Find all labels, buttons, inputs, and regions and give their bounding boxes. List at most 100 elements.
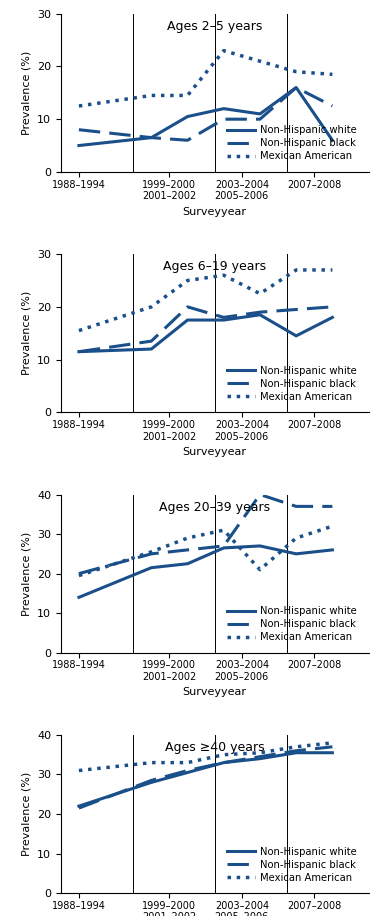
Non-Hispanic black bbox=[149, 549, 154, 560]
Mexican American bbox=[330, 69, 335, 80]
Non-Hispanic black bbox=[258, 751, 262, 762]
Y-axis label: Prevalence (%): Prevalence (%) bbox=[21, 772, 32, 856]
Line: Mexican American: Mexican American bbox=[79, 270, 332, 331]
Non-Hispanic white bbox=[149, 132, 154, 143]
Non-Hispanic black bbox=[185, 544, 190, 555]
Non-Hispanic white bbox=[222, 542, 226, 553]
Non-Hispanic white bbox=[77, 801, 81, 812]
Non-Hispanic black bbox=[149, 132, 154, 143]
Y-axis label: Prevalence (%): Prevalence (%) bbox=[21, 291, 32, 376]
Non-Hispanic white bbox=[294, 747, 298, 758]
Mexican American bbox=[185, 758, 190, 769]
Non-Hispanic white bbox=[330, 544, 335, 555]
Line: Mexican American: Mexican American bbox=[79, 526, 332, 575]
Non-Hispanic white bbox=[185, 767, 190, 778]
Non-Hispanic black bbox=[294, 746, 298, 757]
Y-axis label: Prevalence (%): Prevalence (%) bbox=[21, 531, 32, 616]
Non-Hispanic white bbox=[185, 111, 190, 122]
Non-Hispanic black bbox=[258, 489, 262, 500]
Non-Hispanic white bbox=[77, 140, 81, 151]
Mexican American bbox=[222, 525, 226, 536]
Legend: Non-Hispanic white, Non-Hispanic black, Mexican American: Non-Hispanic white, Non-Hispanic black, … bbox=[223, 121, 361, 165]
Non-Hispanic white bbox=[258, 108, 262, 119]
X-axis label: Surveyyear: Surveyyear bbox=[183, 688, 247, 697]
Non-Hispanic white bbox=[222, 314, 226, 325]
Line: Mexican American: Mexican American bbox=[79, 50, 332, 106]
Mexican American bbox=[222, 45, 226, 56]
Mexican American bbox=[294, 532, 298, 543]
Mexican American bbox=[330, 265, 335, 276]
Mexican American bbox=[222, 749, 226, 760]
Non-Hispanic black bbox=[330, 301, 335, 312]
Line: Mexican American: Mexican American bbox=[79, 743, 332, 770]
Text: Ages 2–5 years: Ages 2–5 years bbox=[167, 20, 262, 33]
Non-Hispanic white bbox=[330, 312, 335, 323]
Mexican American bbox=[294, 741, 298, 752]
Non-Hispanic white bbox=[330, 747, 335, 758]
Text: Ages 6–19 years: Ages 6–19 years bbox=[163, 260, 266, 274]
Non-Hispanic black bbox=[330, 501, 335, 512]
Non-Hispanic white bbox=[294, 331, 298, 342]
Non-Hispanic white bbox=[294, 549, 298, 560]
Non-Hispanic black bbox=[185, 765, 190, 776]
Line: Non-Hispanic white: Non-Hispanic white bbox=[79, 315, 332, 352]
Non-Hispanic white bbox=[149, 562, 154, 573]
Non-Hispanic black bbox=[294, 304, 298, 315]
Legend: Non-Hispanic white, Non-Hispanic black, Mexican American: Non-Hispanic white, Non-Hispanic black, … bbox=[223, 602, 361, 646]
Line: Non-Hispanic black: Non-Hispanic black bbox=[79, 747, 332, 808]
Non-Hispanic white bbox=[258, 540, 262, 551]
Non-Hispanic black bbox=[149, 775, 154, 786]
Non-Hispanic black bbox=[185, 135, 190, 146]
Non-Hispanic white bbox=[294, 82, 298, 93]
Non-Hispanic white bbox=[330, 135, 335, 146]
Non-Hispanic black bbox=[294, 82, 298, 93]
Mexican American bbox=[294, 265, 298, 276]
Line: Non-Hispanic white: Non-Hispanic white bbox=[79, 546, 332, 597]
Mexican American bbox=[258, 747, 262, 758]
Legend: Non-Hispanic white, Non-Hispanic black, Mexican American: Non-Hispanic white, Non-Hispanic black, … bbox=[223, 362, 361, 406]
Mexican American bbox=[77, 570, 81, 581]
Mexican American bbox=[330, 520, 335, 531]
Mexican American bbox=[77, 765, 81, 776]
Non-Hispanic white bbox=[258, 310, 262, 321]
Non-Hispanic white bbox=[185, 558, 190, 569]
X-axis label: Surveyyear: Surveyyear bbox=[183, 447, 247, 457]
Non-Hispanic black bbox=[185, 301, 190, 312]
Non-Hispanic white bbox=[258, 753, 262, 764]
Line: Non-Hispanic black: Non-Hispanic black bbox=[79, 307, 332, 352]
Non-Hispanic black bbox=[222, 758, 226, 769]
Line: Non-Hispanic black: Non-Hispanic black bbox=[79, 495, 332, 573]
Text: Ages ≥40 years: Ages ≥40 years bbox=[165, 741, 264, 754]
Mexican American bbox=[258, 56, 262, 67]
Non-Hispanic black bbox=[77, 802, 81, 813]
Mexican American bbox=[222, 269, 226, 280]
Mexican American bbox=[330, 737, 335, 748]
Non-Hispanic white bbox=[185, 314, 190, 325]
Mexican American bbox=[258, 289, 262, 300]
Mexican American bbox=[258, 564, 262, 575]
Mexican American bbox=[77, 325, 81, 336]
Mexican American bbox=[149, 90, 154, 101]
Non-Hispanic black bbox=[222, 540, 226, 551]
Line: Non-Hispanic white: Non-Hispanic white bbox=[79, 753, 332, 806]
Mexican American bbox=[185, 275, 190, 286]
Non-Hispanic white bbox=[149, 777, 154, 788]
Non-Hispanic black bbox=[77, 125, 81, 136]
Non-Hispanic white bbox=[77, 346, 81, 357]
Non-Hispanic white bbox=[222, 758, 226, 769]
Mexican American bbox=[77, 101, 81, 112]
Non-Hispanic black bbox=[258, 307, 262, 318]
Non-Hispanic black bbox=[222, 114, 226, 125]
Non-Hispanic white bbox=[77, 592, 81, 603]
Mexican American bbox=[149, 758, 154, 769]
Non-Hispanic white bbox=[222, 104, 226, 114]
Non-Hispanic black bbox=[258, 114, 262, 125]
Text: Ages 20–39 years: Ages 20–39 years bbox=[159, 501, 270, 514]
Mexican American bbox=[149, 301, 154, 312]
Non-Hispanic black bbox=[149, 335, 154, 346]
Mexican American bbox=[149, 546, 154, 557]
Non-Hispanic white bbox=[149, 344, 154, 354]
Y-axis label: Prevalence (%): Prevalence (%) bbox=[21, 50, 32, 135]
Legend: Non-Hispanic white, Non-Hispanic black, Mexican American: Non-Hispanic white, Non-Hispanic black, … bbox=[223, 843, 361, 887]
Non-Hispanic black bbox=[77, 346, 81, 357]
